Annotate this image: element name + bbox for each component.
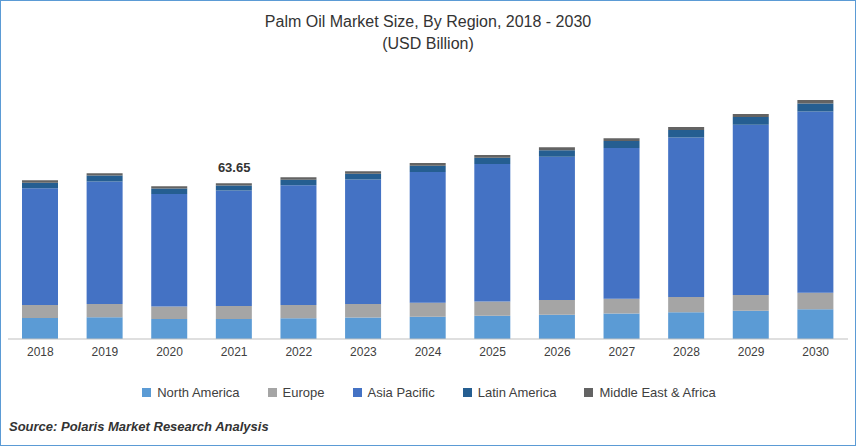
svg-text:2029: 2029 bbox=[738, 345, 765, 359]
svg-text:2025: 2025 bbox=[479, 345, 506, 359]
html-text:Europe: Europe bbox=[282, 385, 325, 400]
svg-text:2030: 2030 bbox=[802, 345, 829, 359]
svg-text:2021: 2021 bbox=[221, 345, 248, 359]
html-text:Palm Oil Market Size, By Regio: Palm Oil Market Size, By Region, 2018 - … bbox=[264, 13, 592, 30]
svg-text:63.65: 63.65 bbox=[218, 160, 251, 175]
svg-text:2020: 2020 bbox=[156, 345, 183, 359]
svg-text:2019: 2019 bbox=[92, 345, 119, 359]
svg-text:2024: 2024 bbox=[415, 345, 442, 359]
svg-text:2026: 2026 bbox=[544, 345, 571, 359]
html-text:(USD Billion): (USD Billion) bbox=[382, 35, 474, 52]
html-text:Source: Polaris Market Researc: Source: Polaris Market Research Analysis bbox=[9, 419, 269, 434]
svg-text:2028: 2028 bbox=[673, 345, 700, 359]
svg-text:2018: 2018 bbox=[27, 345, 54, 359]
html-text:North America: North America bbox=[157, 385, 240, 400]
svg-text:2023: 2023 bbox=[350, 345, 377, 359]
svg-text:2027: 2027 bbox=[608, 345, 635, 359]
svg-text:2022: 2022 bbox=[285, 345, 312, 359]
html-text:Latin America: Latin America bbox=[477, 385, 557, 400]
html-text:Asia Pacific: Asia Pacific bbox=[367, 385, 435, 400]
html-text:Middle East & Africa: Middle East & Africa bbox=[599, 385, 716, 400]
